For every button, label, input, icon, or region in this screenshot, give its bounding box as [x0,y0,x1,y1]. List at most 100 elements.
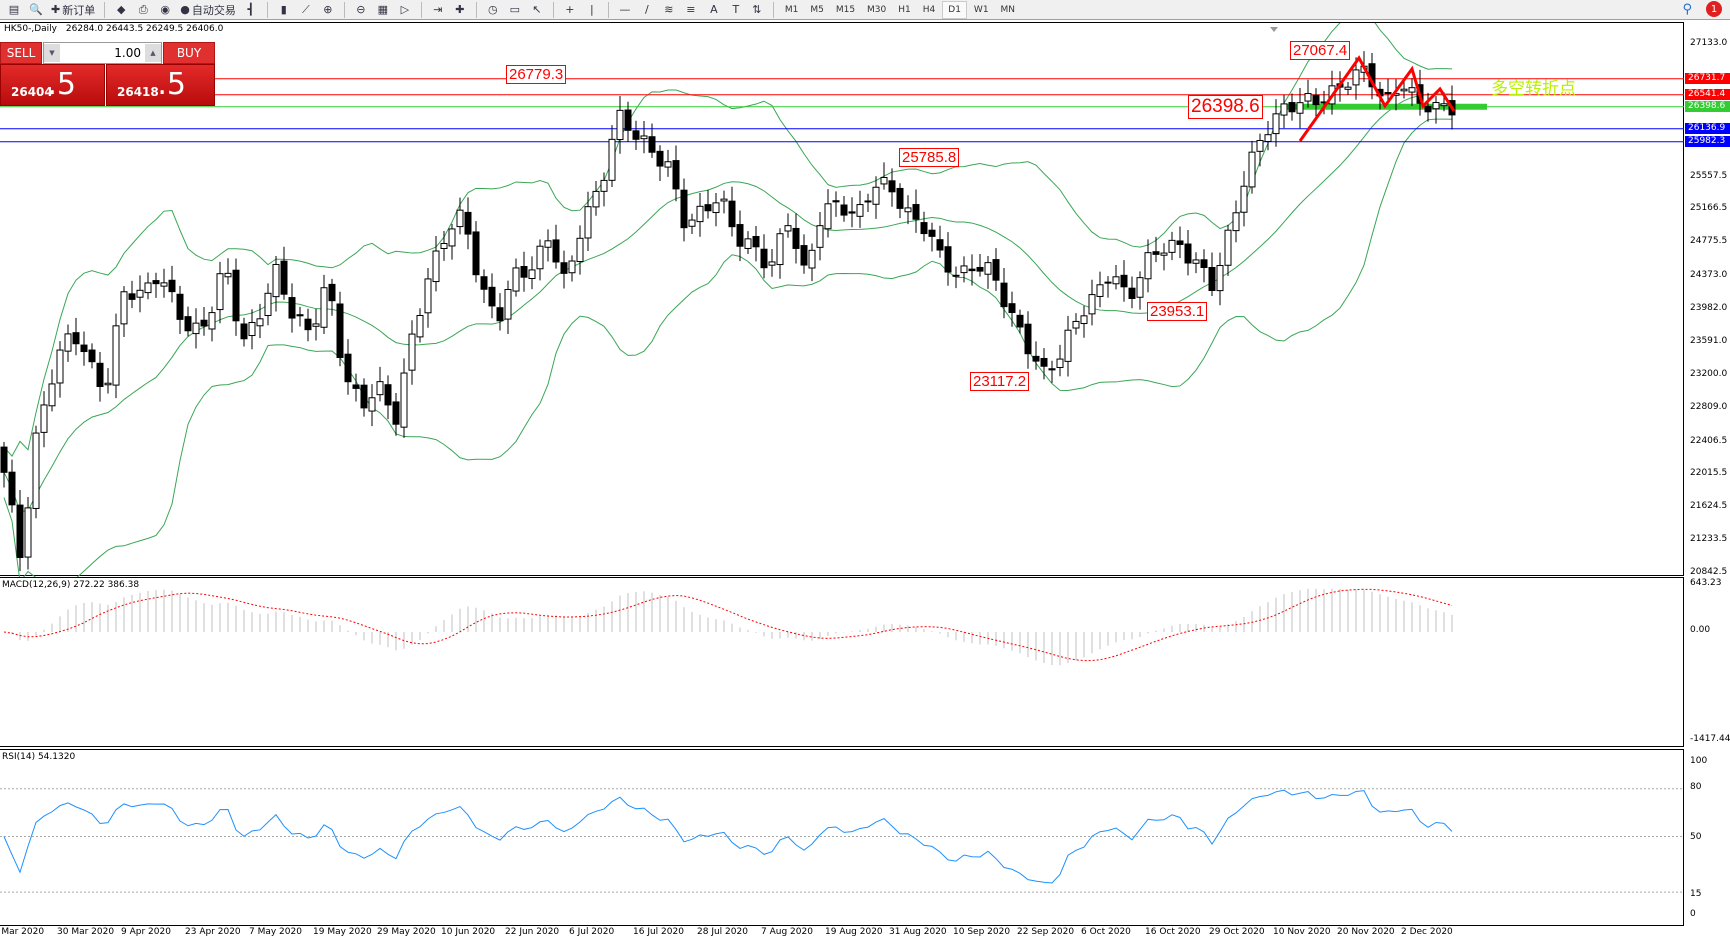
candle [504,280,512,334]
volume-stepper[interactable]: ▼ 1.00 ▲ [43,42,162,64]
new-order-button[interactable]: ✚ 新订单 [48,1,98,19]
price-chart-pane[interactable] [0,22,1684,577]
candle [704,189,712,219]
autoscroll-button[interactable]: ▷ [395,1,415,19]
candle [1344,81,1352,95]
indicators-button[interactable]: ✚ [450,1,470,19]
chart-shift-marker-icon[interactable] [1270,27,1278,32]
trendline-button[interactable]: / [637,1,657,19]
timeframe-w1[interactable]: W1 [973,4,989,15]
candle [536,239,544,281]
candle-body [1048,368,1056,371]
price-annotation[interactable]: 23953.1 [1147,302,1208,321]
zoom-in-button[interactable]: ⊕ [318,1,338,19]
auto-trade-button[interactable]: ● 自动交易 [177,1,239,19]
market-icon: ◆ [116,3,126,16]
toolbar-label: A [710,3,718,16]
price-annotation[interactable]: 23117.2 [970,372,1030,391]
volume-up-icon[interactable]: ▲ [145,44,161,62]
bar-chart-button[interactable]: ┫ [241,1,261,19]
candle-body [80,344,88,353]
candle [448,223,456,260]
timeframe-m5[interactable]: M5 [810,4,824,15]
rsi-tick: 100 [1690,756,1708,766]
zoom-button[interactable]: 🔍 [26,1,46,19]
candle [456,197,464,235]
chart-shift-button[interactable]: ⇥ [428,1,448,19]
candle-body [800,245,808,266]
candle [416,308,424,343]
timeframe-h1[interactable]: H1 [898,4,911,15]
candle [1104,276,1112,298]
candle-body [1224,229,1232,266]
price-level-tag: 26136.9 [1685,122,1730,134]
search-icon[interactable]: ⚲ [1682,1,1692,17]
arrows-button[interactable]: ⇅ [747,1,767,19]
fibonacci-channel-button[interactable]: ≋ [659,1,679,19]
zoom-out-button[interactable]: ⊖ [351,1,371,19]
sell-button[interactable]: SELL [0,42,42,64]
timeframe-m1[interactable]: M1 [784,4,799,15]
fibonacci-button[interactable]: ≡ [681,1,701,19]
candle-body [496,307,504,322]
macd-pane[interactable] [0,577,1684,747]
turning-point-note[interactable]: 多空转折点 [1491,79,1576,99]
candle [480,269,488,303]
volume-input[interactable]: 1.00 [114,46,141,60]
candle [1176,226,1184,259]
candle-body [48,383,56,407]
text-button[interactable]: A [703,1,723,19]
candle-body [512,267,520,292]
candle [0,442,8,488]
candle-body [1288,102,1296,113]
timeframe-m30[interactable]: M30 [867,4,887,15]
market-button[interactable]: ◆ [111,1,131,19]
line-chart-button[interactable]: ⟋ [296,1,316,19]
candle [1168,231,1176,261]
price-level-tag: 26731.7 [1685,72,1730,84]
timeframe-h4[interactable]: H4 [922,4,936,15]
buy-price-button[interactable]: 26418 .5 [106,64,215,106]
rsi-pane[interactable] [0,749,1684,926]
candle [528,256,536,290]
volume-down-icon[interactable]: ▼ [44,44,60,62]
text-label-button[interactable]: T [725,1,745,19]
periods-button[interactable]: ◷ [483,1,503,19]
timeframe-mn[interactable]: MN [1000,4,1016,15]
timeframe-m15[interactable]: M15 [835,4,856,15]
buy-button[interactable]: BUY [163,42,215,64]
trend-arrow-path[interactable] [1298,55,1456,142]
chart-view-button[interactable]: ▤ [4,1,24,19]
templates-button[interactable]: ▭ [505,1,525,19]
timeframe-d1[interactable]: D1 [942,0,967,19]
candle [696,192,704,237]
toolbar-separator [104,1,106,18]
cursor-button[interactable]: ↖ [527,1,547,19]
candle [168,265,176,303]
price-tick: 23982.0 [1690,303,1728,313]
toolbar-separator [552,1,554,18]
candle-body [584,206,592,239]
candle [1408,78,1416,106]
price-tick: 24775.5 [1690,236,1728,247]
candle-body [320,287,328,328]
crosshair-button[interactable]: + [560,1,580,19]
sell-price-button[interactable]: 26404 .5 [0,64,105,106]
candle [1024,311,1032,369]
price-annotation[interactable]: 26779.3 [506,65,567,84]
print-button[interactable]: ⎙ [133,1,153,19]
price-annotation[interactable]: 27067.4 [1290,41,1351,60]
candlestick-button[interactable]: ▮ [274,1,294,19]
horizontal-line-button[interactable]: — [615,1,635,19]
price-annotation[interactable]: 25785.8 [899,148,960,167]
notification-badge[interactable]: 1 [1706,1,1722,17]
candle-body [1168,239,1176,253]
candle [296,306,304,327]
tile-windows-button[interactable]: ▦ [373,1,393,19]
signal-button[interactable]: ◉ [155,1,175,19]
candle [400,358,408,438]
price-annotation[interactable]: 26398.6 [1188,95,1263,119]
candle [88,343,96,369]
candle [544,229,552,262]
vertical-line-button[interactable]: | [582,1,602,19]
